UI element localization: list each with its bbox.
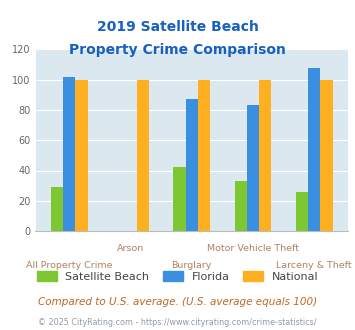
Bar: [186, 99, 198, 231]
Bar: [308, 68, 320, 231]
Bar: [173, 167, 186, 231]
Bar: [320, 80, 333, 231]
Text: Larceny & Theft: Larceny & Theft: [277, 261, 352, 270]
Bar: [198, 80, 210, 231]
Text: Property Crime Comparison: Property Crime Comparison: [69, 43, 286, 57]
Bar: [63, 77, 75, 231]
Text: Arson: Arson: [117, 244, 144, 253]
Text: Burglary: Burglary: [171, 261, 212, 270]
Text: 2019 Satellite Beach: 2019 Satellite Beach: [97, 20, 258, 34]
Legend: Satellite Beach, Florida, National: Satellite Beach, Florida, National: [37, 271, 318, 282]
Bar: [235, 181, 247, 231]
Bar: [259, 80, 271, 231]
Bar: [137, 80, 149, 231]
Bar: [51, 187, 63, 231]
Text: © 2025 CityRating.com - https://www.cityrating.com/crime-statistics/: © 2025 CityRating.com - https://www.city…: [38, 318, 317, 327]
Text: Motor Vehicle Theft: Motor Vehicle Theft: [207, 244, 299, 253]
Bar: [75, 80, 88, 231]
Bar: [296, 192, 308, 231]
Text: All Property Crime: All Property Crime: [26, 261, 113, 270]
Text: Compared to U.S. average. (U.S. average equals 100): Compared to U.S. average. (U.S. average …: [38, 297, 317, 307]
Bar: [247, 106, 259, 231]
